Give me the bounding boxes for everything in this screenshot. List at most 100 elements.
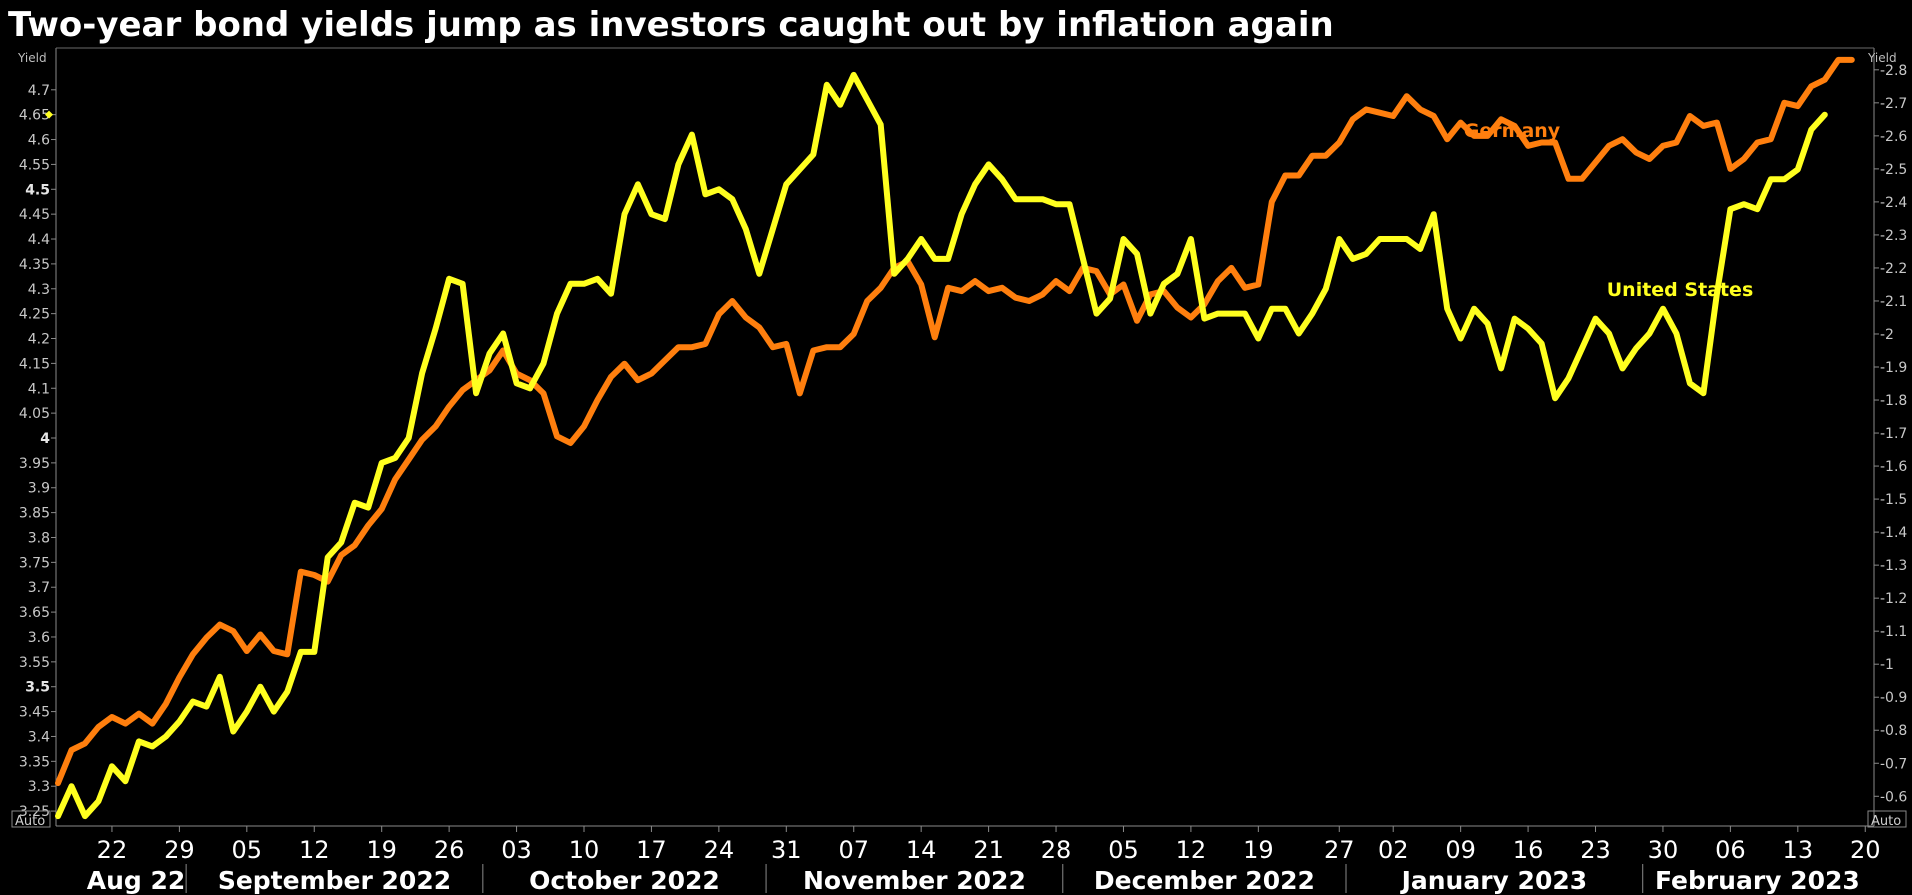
- x-day-label: 31: [771, 836, 802, 864]
- left-tick-label: 4.05: [19, 406, 50, 422]
- right-tick-label: -1.3: [1880, 558, 1907, 574]
- right-tick-label: -1: [1880, 657, 1894, 673]
- x-day-label: 10: [569, 836, 600, 864]
- x-day-label: 12: [299, 836, 330, 864]
- left-tick-label: 4.1: [28, 381, 50, 397]
- left-auto-label: Auto: [15, 814, 45, 829]
- x-day-label: 29: [164, 836, 195, 864]
- right-tick-label: -0.7: [1880, 756, 1907, 772]
- left-tick-label: 3.35: [19, 754, 50, 770]
- right-tick-label: -1.9: [1880, 360, 1907, 376]
- left-tick-label: 4.4: [28, 232, 50, 248]
- x-day-label: 22: [97, 836, 128, 864]
- right-auto-label: Auto: [1871, 814, 1901, 829]
- left-tick-label: 4.3: [28, 282, 50, 298]
- left-tick-label: 3.45: [19, 705, 50, 721]
- x-day-label: 24: [704, 836, 735, 864]
- right-tick-label: -0.9: [1880, 690, 1907, 706]
- left-tick-label: 3.8: [28, 530, 50, 546]
- left-tick-label: 4.5: [25, 182, 50, 198]
- chart-title: Two-year bond yields jump as investors c…: [8, 5, 1334, 45]
- left-tick-label: 3.55: [19, 655, 50, 671]
- right-tick-label: -0.8: [1880, 723, 1907, 739]
- right-axis-label: Yield: [1867, 51, 1897, 65]
- legend-label-germany: Germany: [1464, 120, 1561, 142]
- left-tick-label: 3.7: [28, 580, 50, 596]
- left-auto-button[interactable]: [11, 810, 51, 828]
- left-tick-label: 3.4: [28, 729, 50, 745]
- x-day-label: 27: [1324, 836, 1355, 864]
- right-tick-label: -2.2: [1880, 261, 1907, 277]
- left-tick-label: 4.15: [19, 356, 50, 372]
- series-line-united-states: [55, 71, 1828, 820]
- x-day-label: 02: [1378, 836, 1409, 864]
- right-tick-label: -1.6: [1880, 459, 1907, 475]
- right-tick-label: -1.4: [1880, 525, 1907, 541]
- right-tick-label: -1.7: [1880, 426, 1907, 442]
- x-day-label: 13: [1783, 836, 1814, 864]
- x-day-label: 28: [1041, 836, 1072, 864]
- left-tick-label: 4.35: [19, 257, 50, 273]
- x-day-label: 23: [1580, 836, 1611, 864]
- right-tick-label: -2.3: [1880, 228, 1907, 244]
- right-tick-label: -1.5: [1880, 492, 1907, 508]
- x-day-label: 16: [1513, 836, 1544, 864]
- x-day-label: 19: [1243, 836, 1274, 864]
- x-month-label: September 2022: [218, 866, 451, 895]
- left-axis-label: Yield: [17, 51, 47, 65]
- x-month-label: October 2022: [529, 866, 720, 895]
- left-tick-label: 3.75: [19, 555, 50, 571]
- x-day-label: 20: [1850, 836, 1881, 864]
- x-day-label: 09: [1445, 836, 1476, 864]
- right-auto-button[interactable]: [1867, 810, 1907, 828]
- x-month-label: January 2023: [1400, 866, 1588, 895]
- x-day-label: 03: [501, 836, 532, 864]
- x-month-label: Aug 22: [87, 866, 186, 895]
- left-tick-label: 4.7: [28, 83, 50, 99]
- left-tick-label: 4.55: [19, 157, 50, 173]
- x-day-label: 21: [973, 836, 1004, 864]
- right-tick-label: -2.4: [1880, 195, 1907, 211]
- left-axis-current-marker: [45, 110, 53, 119]
- legend-label-united-states: United States: [1607, 279, 1754, 301]
- left-tick-label: 4.6: [28, 133, 50, 149]
- right-tick-label: -1.8: [1880, 393, 1907, 409]
- right-tick-label: -2.6: [1880, 129, 1907, 145]
- right-tick-label: -2: [1880, 327, 1894, 343]
- x-day-label: 05: [1108, 836, 1139, 864]
- x-day-label: 17: [636, 836, 667, 864]
- series-line-germany: [55, 56, 1855, 787]
- left-tick-label: 4: [40, 431, 50, 447]
- x-day-label: 14: [906, 836, 937, 864]
- right-tick-label: -2.8: [1880, 63, 1907, 79]
- x-day-label: 07: [838, 836, 869, 864]
- x-month-label: December 2022: [1094, 866, 1315, 895]
- left-tick-label: 4.2: [28, 332, 50, 348]
- right-tick-label: -2.1: [1880, 294, 1907, 310]
- left-tick-label: 3.95: [19, 456, 50, 472]
- x-day-label: 19: [366, 836, 397, 864]
- left-tick-label: 3.9: [28, 481, 50, 497]
- right-tick-label: -1.2: [1880, 591, 1907, 607]
- left-tick-label: 3.3: [28, 779, 50, 795]
- x-day-label: 05: [232, 836, 263, 864]
- right-tick-label: -2.7: [1880, 96, 1907, 112]
- x-day-label: 06: [1715, 836, 1746, 864]
- x-month-label: February 2023: [1655, 866, 1860, 895]
- x-day-label: 26: [434, 836, 465, 864]
- x-day-label: 30: [1648, 836, 1679, 864]
- left-tick-label: 4.45: [19, 207, 50, 223]
- right-tick-label: -2.5: [1880, 162, 1907, 178]
- right-tick-label: -0.6: [1880, 789, 1907, 805]
- left-tick-label: 3.65: [19, 605, 50, 621]
- left-tick-label: 3.6: [28, 630, 50, 646]
- left-tick-label: 3.5: [25, 680, 50, 696]
- left-tick-label: 3.85: [19, 506, 50, 522]
- x-month-label: November 2022: [803, 866, 1026, 895]
- left-tick-label: 4.65: [19, 108, 50, 124]
- left-tick-label: 4.25: [19, 307, 50, 323]
- x-day-label: 12: [1176, 836, 1207, 864]
- left-tick-label: 3.25: [19, 804, 50, 820]
